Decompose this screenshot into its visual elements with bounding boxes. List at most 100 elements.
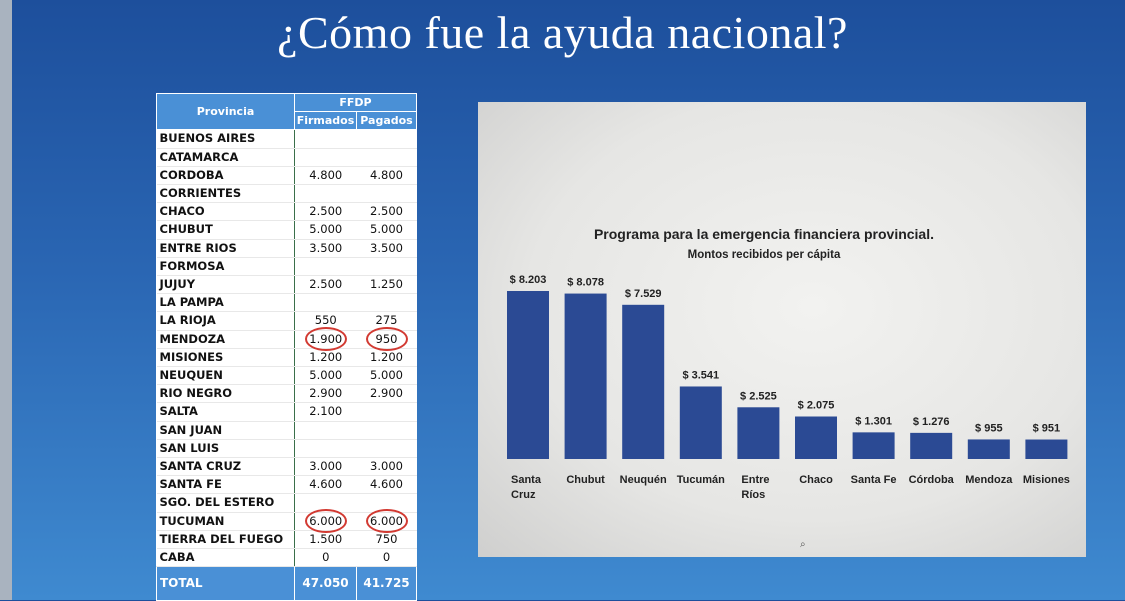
pagados-cell: 1.200	[356, 348, 417, 368]
firmados-cell: 1.200	[294, 348, 357, 368]
pagados-cell: 1.250	[356, 275, 417, 295]
pagados-cell: 275	[356, 311, 417, 331]
firmados-cell	[294, 439, 357, 459]
pagados-cell	[356, 129, 417, 149]
pagados-cell: 4.800	[356, 166, 417, 186]
firmados-cell: 2.100	[294, 402, 357, 422]
pagados-cell	[356, 148, 417, 167]
pagados-cell: 5.000	[356, 366, 417, 386]
pagados-cell: 3.500	[356, 239, 417, 258]
table-row: MISIONES 1.200 1.200	[156, 348, 417, 368]
bar	[852, 432, 895, 459]
provincia-cell: ENTRE RIOS	[156, 239, 295, 258]
table-row: SANTA CRUZ 3.000 3.000	[156, 457, 417, 477]
category-label: Entre	[741, 474, 769, 486]
bar-value-label: $ 7.529	[625, 288, 662, 300]
firmados-cell: 0	[294, 548, 357, 568]
firmados-cell: 5.000	[294, 366, 357, 386]
chart-photo: Programa para la emergencia financiera p…	[478, 102, 1086, 557]
table-row: SGO. DEL ESTERO	[156, 493, 417, 513]
firmados-cell: 4.600	[294, 475, 357, 495]
firmados-cell	[294, 257, 357, 277]
provincia-cell: LA RIOJA	[156, 311, 295, 331]
category-label: Santa	[511, 474, 542, 486]
category-label: Tucumán	[677, 474, 725, 486]
table-row: JUJUY 2.500 1.250	[156, 275, 417, 295]
firmados-cell: 2.900	[294, 384, 357, 404]
provincia-cell: CABA	[156, 548, 295, 568]
total-row: TOTAL 47.050 41.725	[156, 566, 418, 601]
provincia-cell: CORRIENTES	[156, 184, 295, 204]
total-firmados: 47.050	[294, 566, 357, 601]
firmados-cell: 2.500	[294, 202, 357, 222]
firmados-cell: 3.500	[294, 239, 357, 258]
chart-subtitle: Montos recibidos per cápita	[688, 249, 841, 261]
bar-value-label: $ 955	[975, 422, 1003, 434]
provincia-cell: LA PAMPA	[156, 293, 295, 313]
firmados-cell	[294, 184, 357, 204]
table-row: CHUBUT 5.000 5.000	[156, 220, 417, 240]
bar-chart: Programa para la emergencia financiera p…	[507, 226, 1070, 501]
firmados-cell	[294, 129, 357, 149]
provincia-cell: CATAMARCA	[156, 148, 295, 167]
category-label: Córdoba	[909, 474, 955, 486]
bar-value-label: $ 2.525	[740, 390, 777, 402]
bar	[622, 304, 665, 459]
pagados-cell: 4.600	[356, 475, 417, 495]
category-label: Cruz	[511, 489, 536, 501]
category-label: Santa Fe	[851, 474, 897, 486]
provincia-cell: SANTA CRUZ	[156, 457, 295, 477]
pagados-cell: 0	[356, 548, 417, 568]
header-firmados: Firmados	[294, 111, 357, 131]
firmados-cell: 5.000	[294, 220, 357, 240]
pagados-cell	[356, 257, 417, 277]
total-label: TOTAL	[156, 566, 295, 601]
pagados-cell	[356, 402, 417, 422]
category-label: Neuquén	[620, 474, 667, 486]
zoom-icon: ⌕	[800, 539, 806, 550]
bar	[564, 293, 607, 459]
pagados-cell	[356, 184, 417, 204]
firmados-cell	[294, 421, 357, 440]
table-row: BUENOS AIRES	[156, 129, 417, 149]
table-row: SALTA 2.100	[156, 402, 417, 422]
highlight-circle	[304, 327, 347, 352]
firmados-cell: 3.000	[294, 457, 357, 477]
provincia-cell: TUCUMAN	[156, 512, 295, 531]
slide-left-edge	[0, 0, 12, 600]
firmados-cell: 4.800	[294, 166, 357, 186]
total-pagados: 41.725	[355, 566, 418, 601]
category-label: Chubut	[566, 474, 605, 486]
table-row: ENTRE RIOS 3.500 3.500	[156, 239, 417, 258]
bar	[679, 386, 722, 459]
provincia-cell: JUJUY	[156, 275, 295, 295]
table-row: SAN JUAN	[156, 421, 417, 440]
header-ffdp: FFDP	[293, 92, 418, 113]
provincia-cell: SAN JUAN	[156, 421, 295, 440]
chart-bars: $ 8.203 Santa Cruz $ 8.078 Chubut $ 7.529 Neuq…	[507, 274, 1070, 501]
provincia-cell: FORMOSA	[156, 257, 295, 277]
provincia-cell: CORDOBA	[156, 166, 295, 186]
firmados-cell: 2.500	[294, 275, 357, 295]
pagados-cell	[356, 421, 417, 440]
pagados-cell	[356, 439, 417, 459]
table-row: SANTA FE 4.600 4.600	[156, 475, 417, 495]
provincia-cell: CHUBUT	[156, 220, 295, 240]
highlight-circle	[365, 327, 408, 352]
bar-value-label: $ 1.276	[913, 416, 950, 428]
bar-value-label: $ 2.075	[798, 400, 835, 412]
category-label: Ríos	[741, 489, 765, 501]
highlight-circle	[304, 509, 347, 534]
bar-value-label: $ 8.078	[567, 277, 604, 289]
table-row: RIO NEGRO 2.900 2.900	[156, 384, 417, 404]
table-row: SAN LUIS	[156, 439, 417, 459]
pagados-cell	[356, 293, 417, 313]
bar	[967, 439, 1010, 459]
provincia-cell: BUENOS AIRES	[156, 129, 295, 149]
bar	[795, 416, 837, 459]
table-row: CORRIENTES	[156, 184, 417, 204]
bar	[507, 291, 549, 459]
table-row: LA PAMPA	[156, 293, 417, 313]
header-pagados: Pagados	[355, 111, 418, 131]
provincia-cell: MENDOZA	[156, 330, 295, 349]
